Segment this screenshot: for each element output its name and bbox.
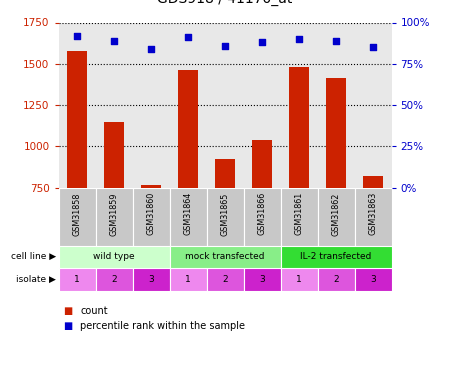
Bar [355, 188, 392, 246]
Text: 1: 1 [185, 275, 191, 284]
Text: count: count [80, 306, 108, 316]
Bar [215, 159, 235, 188]
Bar [207, 188, 243, 246]
Text: isolate ▶: isolate ▶ [16, 275, 56, 284]
Text: percentile rank within the sample: percentile rank within the sample [80, 321, 245, 331]
Bar [280, 188, 318, 246]
Text: cell line ▶: cell line ▶ [11, 252, 56, 261]
Text: GSM31866: GSM31866 [257, 192, 266, 236]
Point [73, 33, 81, 39]
Bar [252, 140, 272, 188]
Bar [170, 246, 280, 268]
Text: IL-2 transfected: IL-2 transfected [300, 252, 372, 261]
Bar [170, 268, 207, 291]
Text: GSM31860: GSM31860 [147, 192, 156, 236]
Point [333, 38, 340, 44]
Text: ■: ■ [63, 306, 72, 316]
Bar [289, 67, 309, 188]
Bar [95, 188, 132, 246]
Bar [363, 176, 383, 188]
Text: 1: 1 [296, 275, 302, 284]
Text: mock transfected: mock transfected [185, 252, 265, 261]
Point [110, 38, 117, 44]
Text: wild type: wild type [93, 252, 135, 261]
Text: GSM31859: GSM31859 [109, 192, 118, 236]
Text: GSM31863: GSM31863 [369, 192, 378, 236]
Bar [243, 268, 280, 291]
Text: GSM31865: GSM31865 [220, 192, 230, 236]
Point [258, 39, 265, 45]
Point [369, 44, 377, 50]
Text: GSM31862: GSM31862 [332, 192, 341, 236]
Text: 1: 1 [74, 275, 80, 284]
Text: GSM31864: GSM31864 [184, 192, 193, 236]
Point [295, 36, 302, 42]
Bar [132, 188, 170, 246]
Bar [178, 70, 198, 188]
Bar [280, 246, 392, 268]
Bar [58, 188, 95, 246]
Text: ■: ■ [63, 321, 72, 331]
Bar [243, 188, 280, 246]
Bar [67, 51, 87, 188]
Point [148, 46, 155, 52]
Point [221, 43, 229, 49]
Bar [280, 268, 318, 291]
Bar [58, 268, 95, 291]
Point [184, 34, 192, 40]
Text: 2: 2 [111, 275, 117, 284]
Bar [207, 268, 243, 291]
Text: 3: 3 [148, 275, 154, 284]
Bar [95, 268, 132, 291]
Bar [170, 188, 207, 246]
Bar [318, 188, 355, 246]
Bar [355, 268, 392, 291]
Text: GDS918 / 41170_at: GDS918 / 41170_at [158, 0, 292, 6]
Text: GSM31861: GSM31861 [294, 192, 303, 236]
Text: 2: 2 [222, 275, 228, 284]
Bar [318, 268, 355, 291]
Bar [58, 246, 170, 268]
Bar [141, 185, 161, 188]
Text: 3: 3 [259, 275, 265, 284]
Bar [104, 122, 124, 188]
Text: GSM31858: GSM31858 [72, 192, 81, 236]
Bar [132, 268, 170, 291]
Text: 3: 3 [370, 275, 376, 284]
Bar [326, 78, 346, 188]
Text: 2: 2 [333, 275, 339, 284]
